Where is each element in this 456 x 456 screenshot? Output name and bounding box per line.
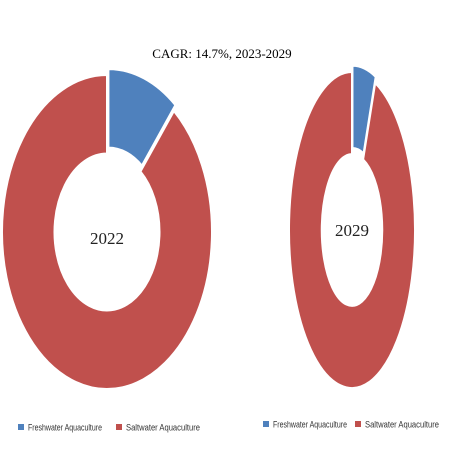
legend-label: Saltwater Aquaculture (126, 422, 200, 432)
center-label: 2022 (90, 229, 124, 248)
legend-label: Saltwater Aquaculture (365, 419, 439, 429)
legend-swatch (18, 424, 24, 430)
donut-segment (108, 69, 175, 166)
chart-title: CAGR: 14.7%, 2023-2029 (152, 46, 291, 61)
donut (2, 69, 212, 389)
donut (289, 66, 415, 388)
legend-swatch (263, 421, 269, 427)
legend-label: Freshwater Aquaculture (28, 422, 102, 432)
legend-swatch (355, 421, 361, 427)
donut-segment (289, 72, 415, 388)
center-label: 2029 (335, 221, 369, 240)
legend-swatch (116, 424, 122, 430)
legend-label: Freshwater Aquaculture (273, 419, 347, 429)
donut-segment (2, 75, 212, 389)
